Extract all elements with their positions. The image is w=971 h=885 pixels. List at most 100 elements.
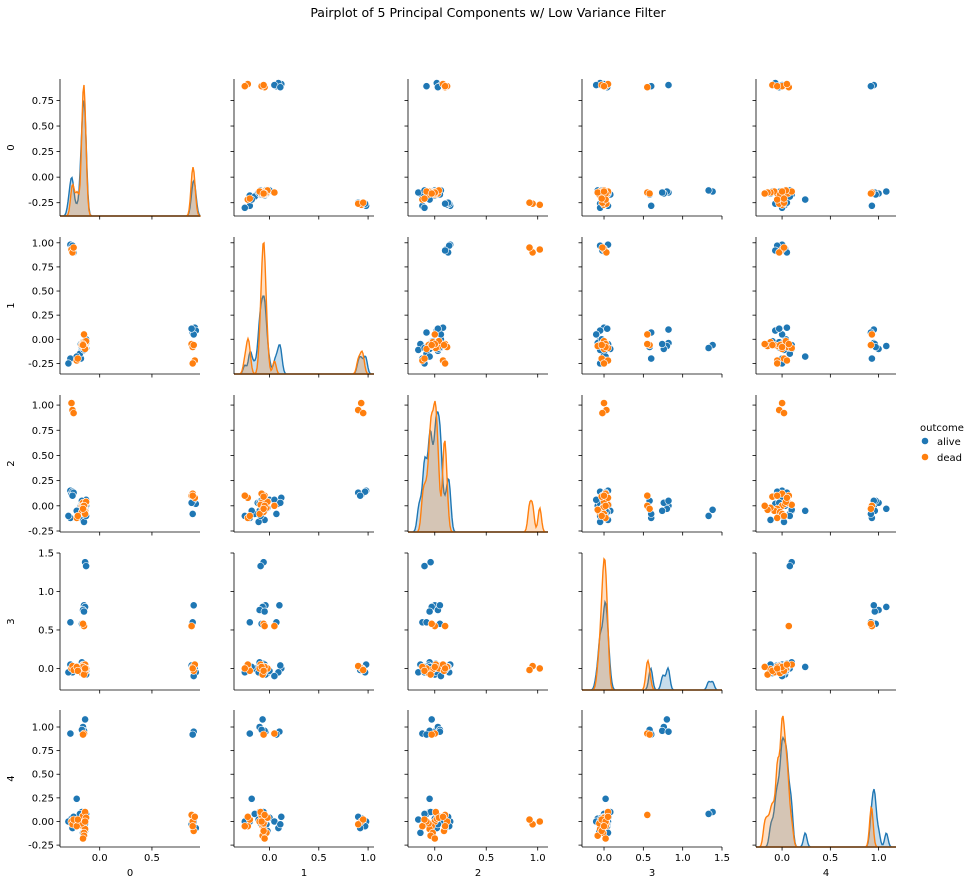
x-axis-label: 3 [649, 868, 655, 879]
point-dead [67, 399, 76, 407]
y-tick-label: 0.75 [32, 746, 54, 757]
y-tick-label: 0.00 [32, 501, 54, 512]
panel-r3-c3 [578, 552, 723, 694]
point-alive [81, 715, 89, 724]
panel-r0-c1 [230, 79, 374, 220]
panel-r2-c4 [752, 395, 896, 536]
point-alive [664, 81, 673, 89]
point-alive [276, 661, 285, 670]
point-dead [79, 619, 87, 628]
point-dead [430, 834, 439, 843]
point-dead [72, 822, 81, 831]
panel-r2-c0: -0.25 0.00 0.25 0.50 0.75 1.00 2 [6, 395, 200, 537]
point-dead [441, 359, 449, 368]
legend: outcome alive dead [920, 423, 964, 464]
y-tick-label: 0.25 [32, 311, 54, 322]
point-dead [597, 194, 606, 203]
point-dead [257, 817, 266, 826]
point-dead [420, 354, 429, 363]
point-dead [780, 243, 788, 252]
point-dead [441, 82, 449, 91]
point-alive [240, 203, 249, 212]
point-dead [439, 812, 447, 821]
y-tick-label: -0.25 [28, 359, 54, 370]
panel-r4-c4: 0.0 0.5 1.0 4 [752, 710, 896, 879]
x-tick-label: 0.5 [144, 853, 160, 864]
y-tick-label: 0.00 [32, 173, 54, 184]
point-alive [882, 187, 891, 196]
panel-r1-c3 [578, 237, 723, 378]
point-alive [425, 794, 434, 803]
point-alive [664, 727, 673, 736]
point-alive [868, 354, 876, 363]
point-alive [785, 562, 794, 570]
point-alive [416, 828, 425, 837]
point-dead [535, 245, 544, 254]
point-dead [760, 663, 769, 671]
point-alive [80, 607, 88, 616]
point-dead [427, 341, 436, 349]
x-axis-label: 2 [475, 868, 481, 879]
point-alive [426, 558, 435, 567]
point-dead [525, 666, 534, 674]
point-dead [535, 200, 544, 209]
point-dead [643, 491, 652, 500]
y-tick-label: 0.25 [32, 793, 54, 804]
point-alive [245, 618, 254, 627]
kde-dead [408, 400, 548, 533]
x-axis-label: 4 [823, 868, 829, 879]
point-alive [247, 794, 256, 803]
point-alive [275, 601, 284, 610]
point-dead [359, 815, 368, 824]
point-alive [664, 496, 673, 505]
point-alive [276, 83, 285, 92]
point-alive [783, 323, 791, 332]
point-alive [425, 607, 434, 616]
point-dead [359, 198, 368, 207]
point-alive [189, 601, 198, 610]
x-axis-label: 1 [301, 868, 307, 879]
point-alive [422, 328, 431, 337]
point-dead [427, 189, 436, 198]
point-dead [598, 409, 607, 417]
point-alive [658, 188, 667, 197]
point-dead [600, 399, 608, 407]
point-dead [259, 492, 268, 501]
point-alive [441, 246, 449, 255]
point-dead [79, 504, 87, 513]
point-alive [422, 82, 431, 91]
x-tick-label: 0.0 [262, 853, 278, 864]
point-dead [778, 399, 786, 407]
y-tick-label: -0.25 [28, 198, 54, 209]
point-alive [64, 359, 73, 368]
point-dead [259, 81, 268, 89]
panel-r2-c3 [578, 395, 723, 536]
panel-r4-c3: 0.0 0.5 1.0 1.5 3 [578, 710, 730, 879]
point-alive [704, 344, 713, 352]
point-dead [188, 664, 197, 673]
kde-alive [234, 295, 374, 375]
point-dead [240, 491, 249, 500]
point-dead [420, 194, 429, 203]
point-alive [427, 715, 436, 724]
point-alive [882, 342, 891, 350]
y-tick-label: 0.75 [32, 96, 54, 107]
y-tick-label: 1.0 [38, 587, 54, 598]
point-alive [658, 340, 667, 348]
point-dead [601, 501, 610, 510]
point-dead [597, 512, 606, 520]
point-dead [773, 514, 782, 522]
point-dead [535, 817, 544, 826]
point-alive [658, 506, 667, 515]
y-tick-label: 0.0 [38, 664, 54, 675]
point-dead [783, 80, 791, 88]
panel-r1-c1 [230, 237, 374, 378]
point-dead [259, 730, 268, 739]
point-dead [780, 194, 788, 203]
point-alive [260, 607, 269, 616]
point-alive [775, 324, 784, 333]
point-alive [801, 195, 810, 204]
point-dead [190, 812, 199, 821]
point-dead [780, 512, 788, 520]
point-dead [441, 622, 449, 630]
